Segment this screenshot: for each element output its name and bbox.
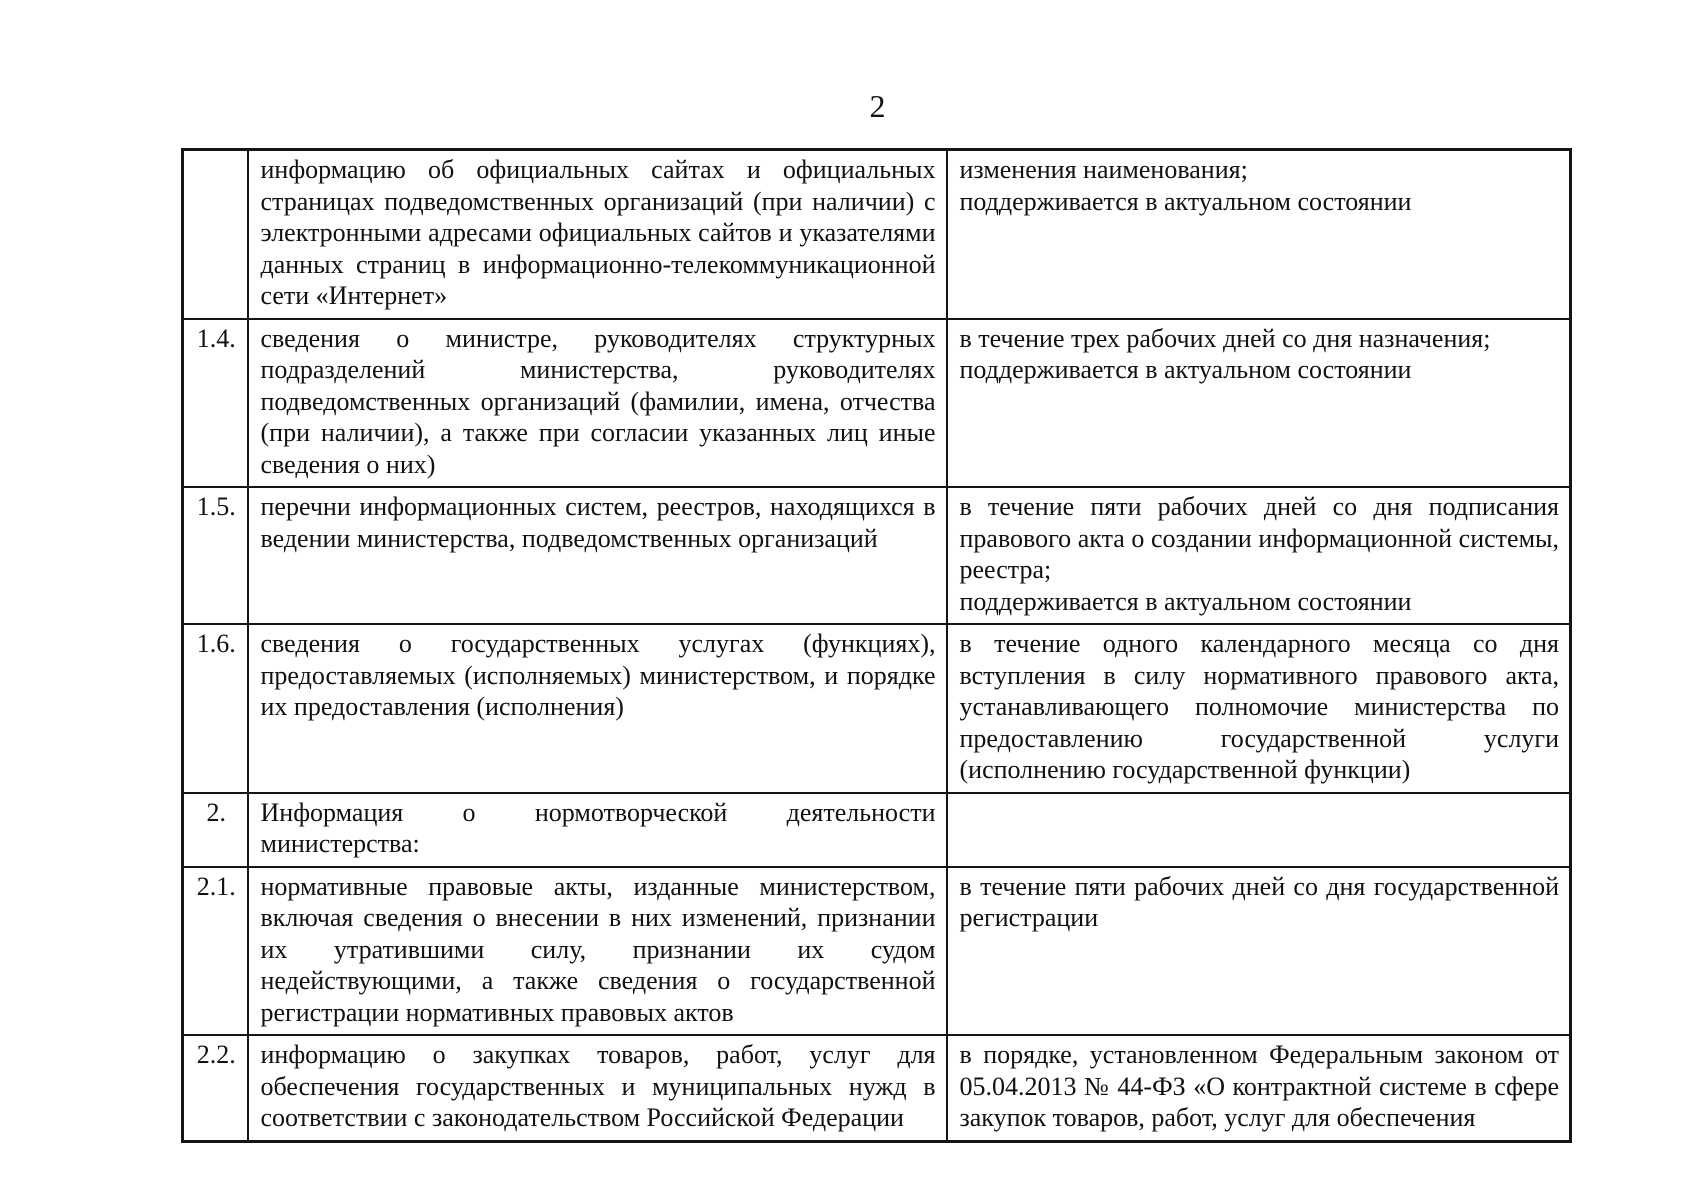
info-cell: информацию об официальных сайтах и офици…	[246, 148, 948, 320]
info-cell: сведения о министре, руководителях струк…	[246, 317, 948, 488]
table-row: информацию об официальных сайтах и офици…	[181, 148, 1572, 320]
timing-cell: изменения наименования; поддерживается в…	[945, 148, 1572, 320]
timing-cell: в течение трех рабочих дней со дня назна…	[945, 317, 1572, 488]
timing-cell: в порядке, установленном Федеральным зак…	[945, 1034, 1572, 1142]
table-row: 2. Информация о нормотворческой деятельн…	[181, 791, 1572, 868]
info-cell: информацию о закупках товаров, работ, ус…	[246, 1034, 948, 1142]
table-row: 2.2. информацию о закупках товаров, рабо…	[181, 1034, 1572, 1142]
row-number-cell: 2.2.	[181, 1034, 249, 1142]
table-row: 1.6. сведения о государственных услугах …	[181, 623, 1572, 794]
row-number-cell: 1.4.	[181, 317, 249, 488]
row-number-cell: 2.	[181, 791, 249, 868]
info-cell: сведения о государственных услугах (функ…	[246, 623, 948, 794]
info-cell: Информация о нормотворческой деятельност…	[246, 791, 948, 868]
row-number-cell: 1.6.	[181, 623, 249, 794]
row-number-cell: 2.1.	[181, 865, 249, 1036]
table-row: 1.4. сведения о министре, руководителях …	[181, 317, 1572, 488]
table-row: 1.5. перечни информационных систем, реес…	[181, 486, 1572, 625]
timing-cell	[945, 791, 1572, 868]
info-cell: нормативные правовые акты, изданные мини…	[246, 865, 948, 1036]
page-number: 2	[869, 88, 886, 124]
timing-cell: в течение пяти рабочих дней со дня подпи…	[945, 486, 1572, 625]
info-cell: перечни информационных систем, реестров,…	[246, 486, 948, 625]
row-number-cell	[181, 148, 249, 320]
publication-requirements-table: информацию об официальных сайтах и офици…	[181, 148, 1572, 1143]
timing-cell: в течение пяти рабочих дней со дня госуд…	[945, 865, 1572, 1036]
timing-cell: в течение одного календарного месяца со …	[945, 623, 1572, 794]
table-row: 2.1. нормативные правовые акты, изданные…	[181, 865, 1572, 1036]
row-number-cell: 1.5.	[181, 486, 249, 625]
